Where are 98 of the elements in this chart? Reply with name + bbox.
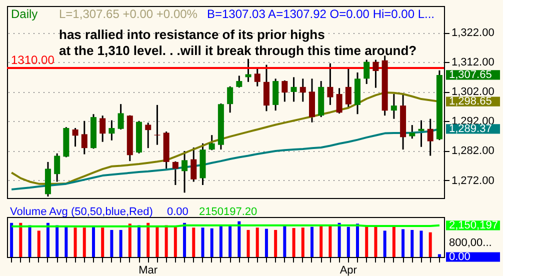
- bar: [292, 228, 296, 257]
- y-tick-label: 1,302.00: [452, 86, 494, 98]
- candlestick: [54, 152, 60, 183]
- chart-title: Daily: [11, 7, 38, 21]
- bar: [164, 225, 168, 257]
- y-tick-label: 1,312.00: [452, 56, 494, 69]
- bar: [256, 228, 259, 257]
- bar: [228, 225, 232, 257]
- bar: [438, 254, 441, 257]
- text: 800,00...: [449, 237, 492, 249]
- bar: [402, 229, 405, 257]
- text: 0.00: [167, 206, 188, 218]
- bar: [338, 222, 341, 257]
- text: 1,307.65: [449, 68, 492, 81]
- bar: [392, 226, 396, 257]
- candlestick: [372, 59, 379, 89]
- bar: [310, 226, 314, 257]
- candlestick: [282, 80, 288, 102]
- candlestick: [190, 146, 197, 183]
- candlestick: [172, 160, 178, 186]
- bar: [128, 224, 132, 257]
- candlestick: [300, 78, 306, 102]
- candlestick: [272, 78, 279, 112]
- bar: [320, 225, 323, 257]
- candlestick: [327, 62, 334, 106]
- annotation: L=1,307.65 +0.00 +0.00%: [59, 7, 198, 21]
- text: Volume Avg (50,50,blue,Red): [10, 206, 153, 218]
- bar: [201, 228, 204, 257]
- bar: [138, 225, 141, 257]
- bar: [274, 230, 278, 257]
- candlestick: [245, 58, 252, 83]
- bar: [383, 230, 386, 257]
- bar: [374, 226, 378, 257]
- candlestick: [108, 120, 115, 142]
- candlestick: [409, 124, 416, 140]
- candlestick: [236, 74, 242, 88]
- text: 2,150,197: [449, 219, 498, 232]
- bar: [210, 228, 214, 257]
- bar: [346, 226, 350, 257]
- annotation: B=1307.03 A=1307.92 O=0.00 Hi=0.00 L...: [207, 7, 435, 21]
- bar: [64, 226, 68, 257]
- bar: [264, 228, 268, 257]
- ref-line-label: 1310.00: [11, 53, 55, 68]
- text: 2150197.20: [199, 206, 258, 218]
- bar: [92, 226, 95, 257]
- bar: [328, 225, 332, 257]
- candlestick: [182, 150, 188, 194]
- candlestick: [254, 67, 260, 88]
- bar: [119, 230, 122, 257]
- candlestick: [227, 86, 234, 114]
- bar: [74, 228, 77, 257]
- bar: [10, 222, 14, 257]
- bar: [156, 226, 159, 257]
- bar: [110, 230, 114, 257]
- bar: [356, 224, 360, 257]
- bar: [28, 225, 32, 257]
- bar: [219, 226, 222, 257]
- bar: [174, 226, 177, 257]
- y-tick-label: 1,282.00: [452, 145, 494, 158]
- candlestick: [81, 120, 88, 156]
- bar: [410, 230, 414, 257]
- candlestick: [418, 120, 424, 148]
- candlestick: [364, 59, 370, 85]
- bar: [183, 222, 186, 257]
- candlestick: [263, 64, 270, 112]
- annotation: has rallied into resistance of its prior highs: [59, 27, 325, 42]
- candlestick: [145, 122, 152, 149]
- bar: [82, 228, 86, 257]
- bar: [238, 221, 241, 257]
- x-tick-label: Mar: [138, 264, 158, 276]
- bar: [19, 222, 22, 257]
- candlestick: [336, 87, 342, 114]
- bar: [46, 222, 50, 257]
- bar: [192, 228, 196, 257]
- candlestick: [72, 127, 78, 148]
- bar: [301, 228, 304, 257]
- bar: [101, 228, 104, 257]
- candlestick: [427, 118, 434, 157]
- bar: [428, 232, 432, 257]
- bar: [420, 230, 423, 257]
- bar: [56, 225, 59, 257]
- x-tick-label: Apr: [340, 264, 358, 276]
- candlestick: [290, 76, 297, 102]
- candlestick: [390, 93, 397, 120]
- bar: [37, 230, 40, 257]
- candlestick: [345, 67, 352, 109]
- bar: [146, 222, 150, 257]
- text: 1,298.65: [449, 96, 492, 108]
- candlestick: [118, 103, 124, 130]
- bar: [246, 230, 250, 257]
- bar: [365, 225, 368, 257]
- annotation: at the 1,310 level. . .will it break through this time around?: [59, 43, 417, 58]
- y-tick-label: 1,322.00: [452, 27, 494, 40]
- bar: [283, 225, 286, 257]
- text: 0.00: [449, 251, 470, 263]
- candlestick: [100, 114, 106, 143]
- candlestick: [208, 134, 215, 151]
- y-tick-label: 1,272.00: [452, 174, 494, 187]
